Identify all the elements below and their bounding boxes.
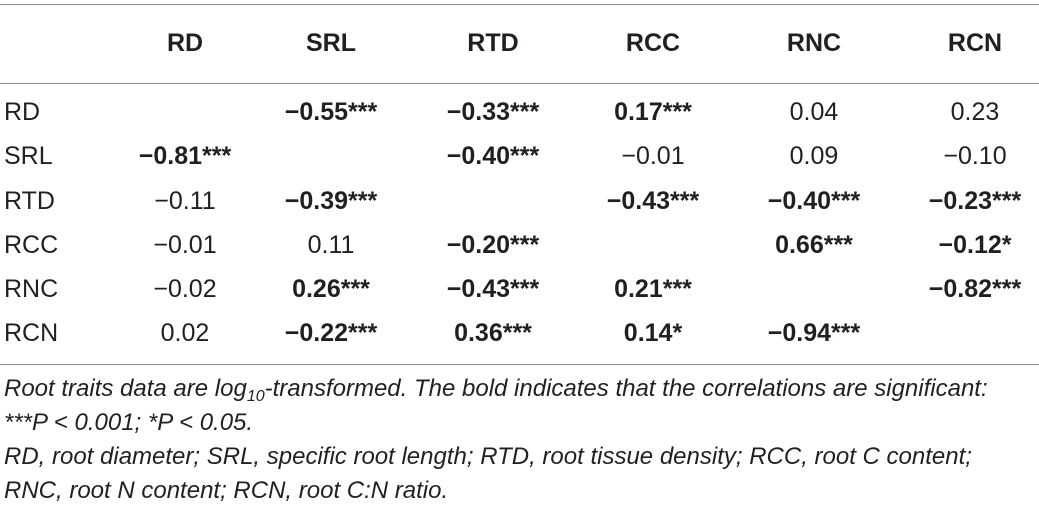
table-cell: 0.66*** — [775, 231, 853, 259]
table-row: SRL −0.81*** −0.40*** −0.01 0.09 −0.10 — [0, 134, 1039, 178]
table-cell: −0.12* — [938, 231, 1012, 259]
footnote-subscript: 10 — [246, 388, 265, 405]
row-label: RD — [4, 98, 41, 126]
top-rule — [0, 4, 1039, 5]
footnote-text: -transformed. The bold indicates that th… — [4, 375, 988, 436]
table-cell: −0.43*** — [606, 187, 700, 215]
table-cell: −0.01 — [153, 231, 217, 259]
column-header: RCN — [947, 29, 1003, 57]
table-cell: −0.10 — [943, 142, 1007, 170]
row-label: RNC — [4, 275, 59, 303]
table-cell: 0.14* — [623, 319, 683, 347]
table-cell: −0.39*** — [284, 187, 378, 215]
row-label: RCC — [4, 231, 59, 259]
table-cell: −0.55*** — [284, 98, 378, 126]
column-header: SRL — [306, 29, 356, 57]
table-cell: −0.40*** — [767, 187, 861, 215]
table-cell: 0.09 — [789, 142, 839, 170]
table-cell: −0.43*** — [446, 275, 540, 303]
bottom-rule — [0, 364, 1039, 365]
table-cell: 0.11 — [307, 231, 355, 259]
column-header: RCC — [625, 29, 681, 57]
row-label: SRL — [4, 142, 53, 170]
table-cell: −0.81*** — [138, 142, 232, 170]
table-cell: −0.22*** — [284, 319, 378, 347]
table-cell: 0.36*** — [454, 319, 532, 347]
table-cell — [729, 267, 899, 311]
table-cell: 0.17*** — [614, 98, 692, 126]
footnote-transform-significance: Root traits data are log10-transformed. … — [4, 372, 1034, 440]
table-cell: −0.23*** — [928, 187, 1022, 215]
table-cell — [246, 134, 416, 178]
footnote-text: Root traits data are log — [4, 375, 247, 402]
table-cell — [408, 179, 578, 223]
table-row: RCN 0.02 −0.22*** 0.36*** 0.14* −0.94*** — [0, 311, 1039, 355]
table-cell: −0.20*** — [446, 231, 540, 259]
column-header: RNC — [786, 29, 842, 57]
table-cell: −0.82*** — [928, 275, 1022, 303]
table-cell: −0.11 — [154, 187, 216, 215]
table-row: RTD −0.11 −0.39*** −0.43*** −0.40*** −0.23*** — [0, 179, 1039, 223]
table-footnotes: Root traits data are log10-transformed. … — [4, 372, 1034, 508]
table-cell: 0.26*** — [292, 275, 370, 303]
table-cell — [890, 311, 1039, 355]
table-row: RD −0.55*** −0.33*** 0.17*** 0.04 0.23 — [0, 90, 1039, 134]
column-header: RD — [166, 29, 204, 57]
table-row: RCC −0.01 0.11 −0.20*** 0.66*** −0.12* — [0, 223, 1039, 267]
table-cell: −0.02 — [153, 275, 217, 303]
footnote-abbreviations: RD, root diameter; SRL, specific root le… — [4, 443, 972, 504]
table-cell: −0.40*** — [446, 142, 540, 170]
table-cell: −0.94*** — [767, 319, 861, 347]
table-row: RNC −0.02 0.26*** −0.43*** 0.21*** −0.82*** — [0, 267, 1039, 311]
row-label: RCN — [4, 319, 59, 347]
table-cell: 0.02 — [160, 319, 210, 347]
table-cell — [568, 223, 738, 267]
row-label: RTD — [4, 187, 55, 215]
table-cell — [100, 90, 270, 134]
table-cell: 0.04 — [789, 98, 839, 126]
table-cell: −0.01 — [621, 142, 685, 170]
table-cell: −0.33*** — [446, 98, 540, 126]
table-header-row: RD SRL RTD RCC RNC RCN — [0, 21, 1039, 65]
table-cell: 0.21*** — [614, 275, 692, 303]
column-header: RTD — [467, 29, 519, 57]
header-rule — [0, 83, 1039, 84]
table-cell: 0.23 — [950, 98, 1000, 126]
